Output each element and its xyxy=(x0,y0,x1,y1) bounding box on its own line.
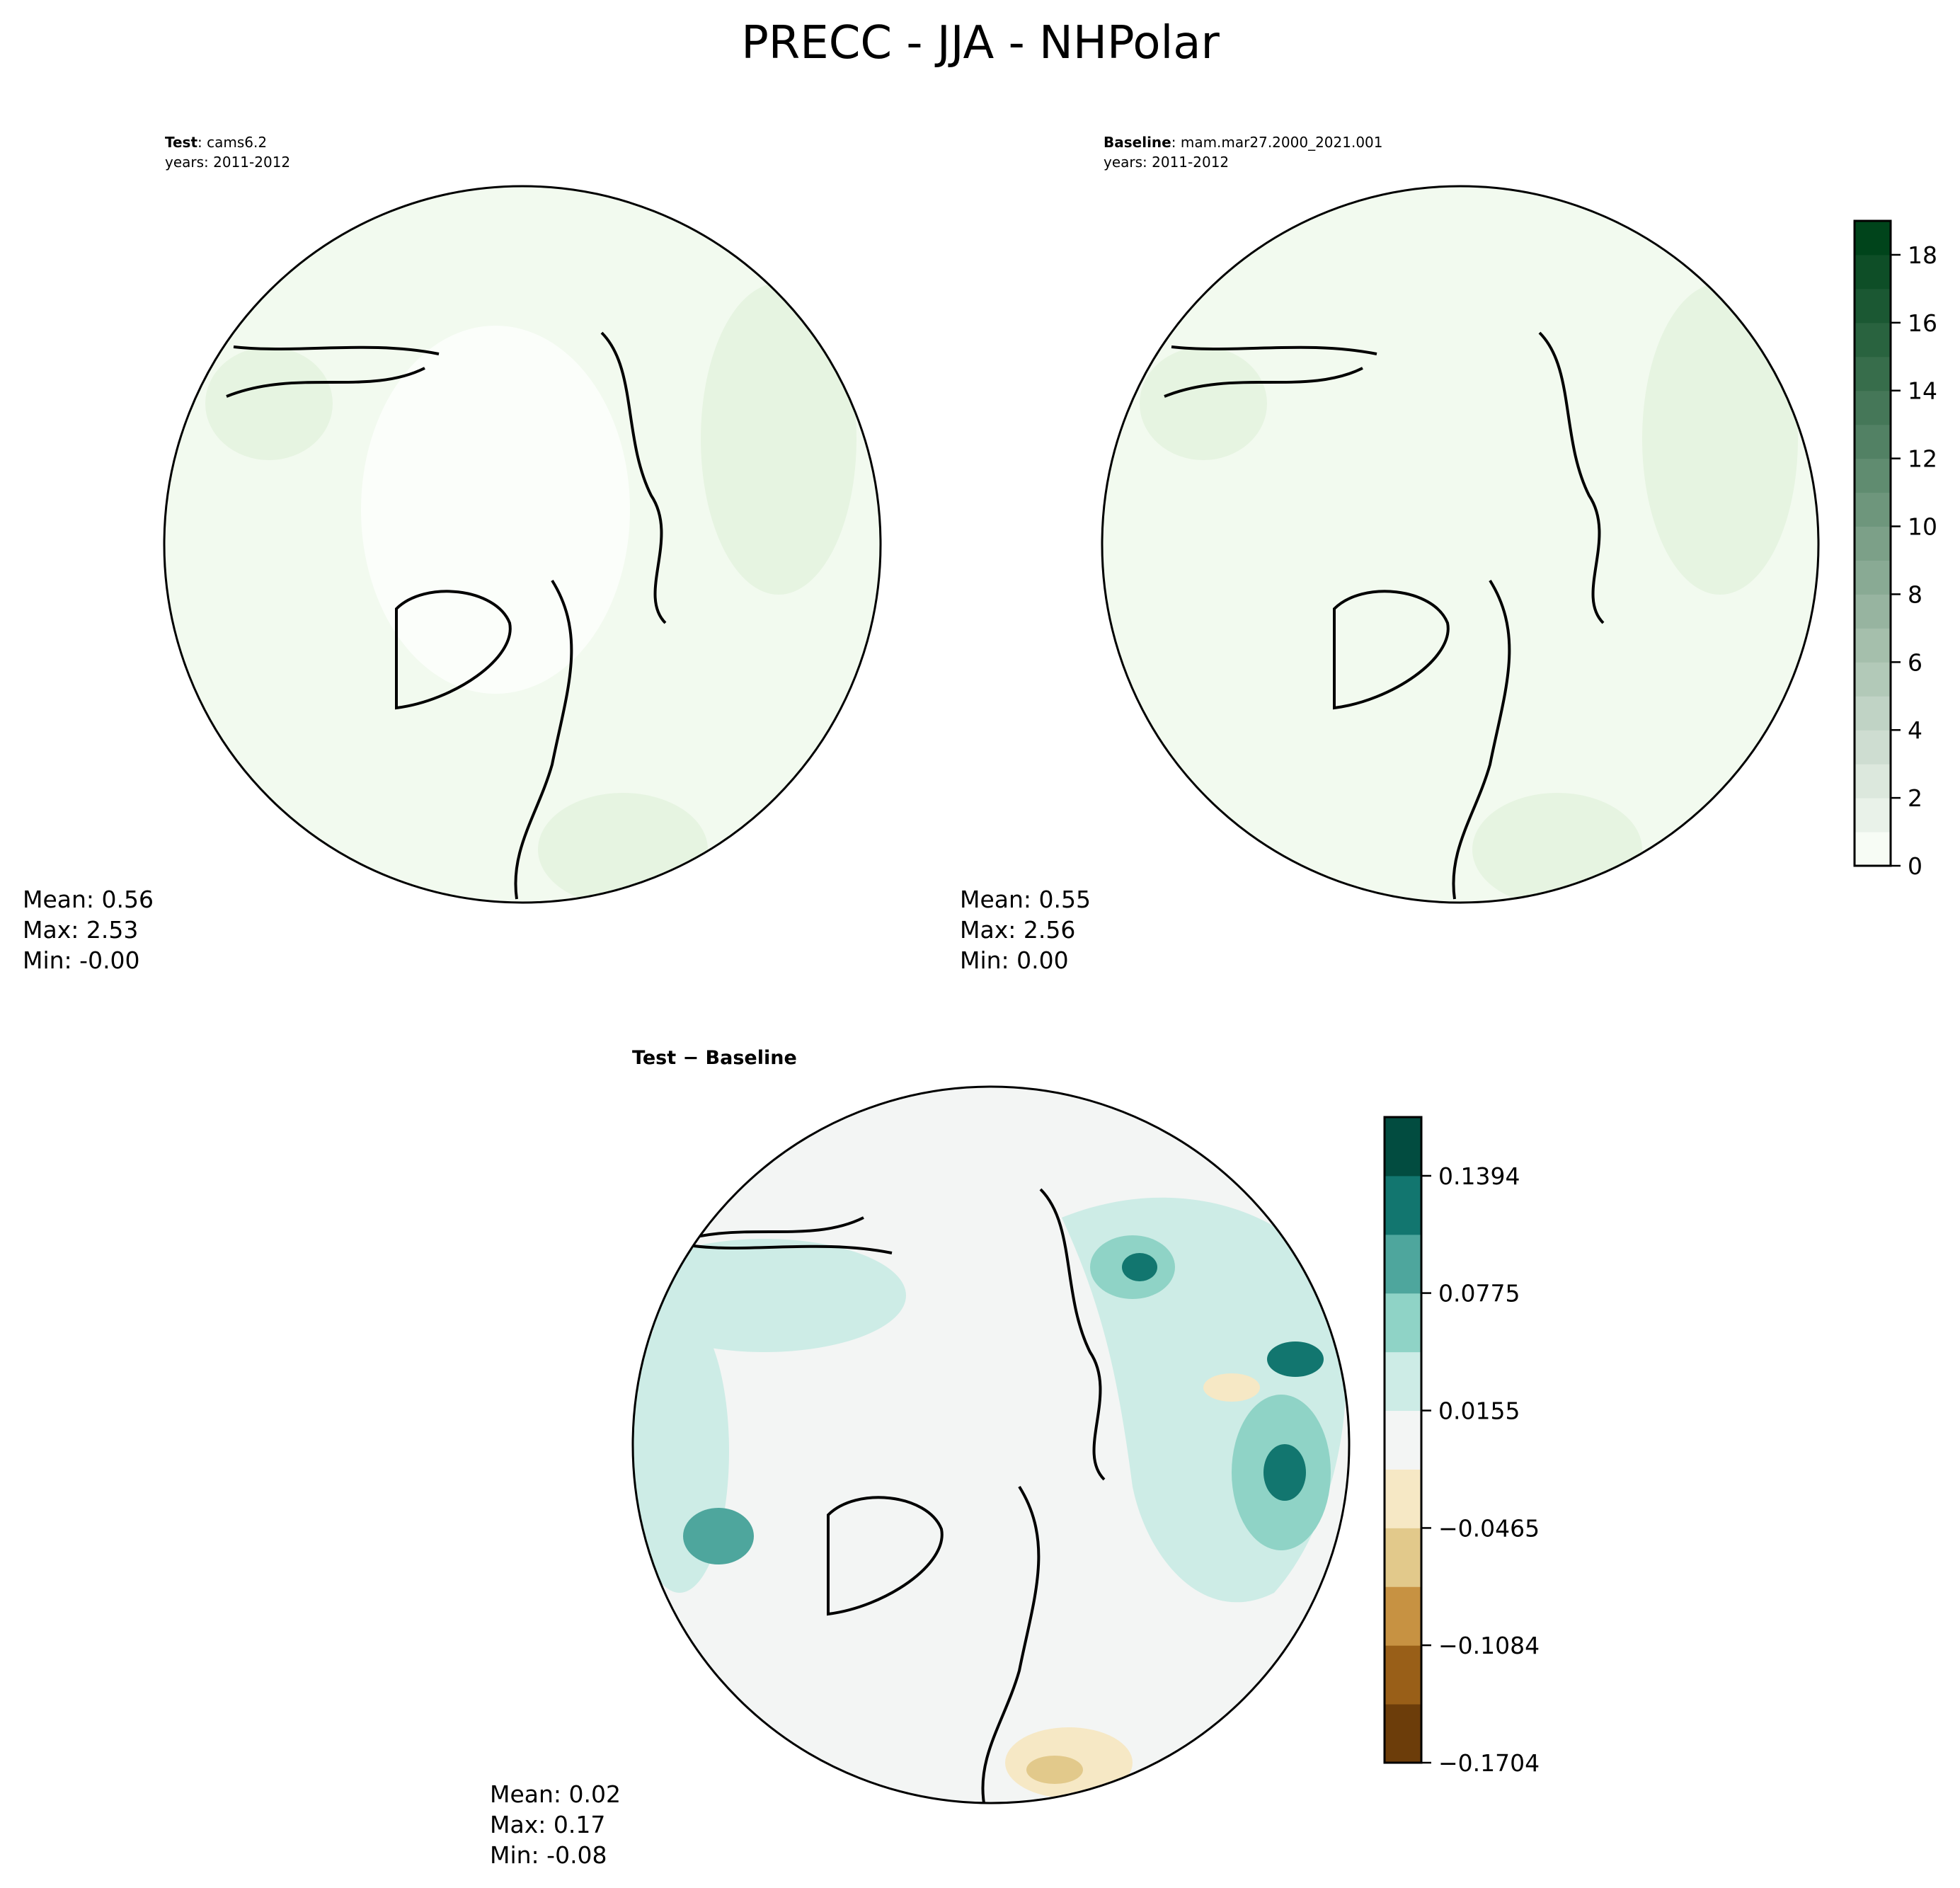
map-boundary xyxy=(631,1085,1351,1804)
colorbar-segment xyxy=(1855,560,1891,595)
colorbar-tick-label: 12 xyxy=(1908,445,1937,473)
colorbar-tick-label: 0.0155 xyxy=(1438,1397,1520,1425)
panel-baseline: Baseline: mam.mar27.2000_2021.001 years:… xyxy=(960,134,1820,974)
colorbar-tick-label: −0.0465 xyxy=(1438,1514,1540,1542)
stat-min: Min: -0.08 xyxy=(490,1841,607,1869)
colorbar-segment xyxy=(1855,526,1891,561)
map-boundary xyxy=(163,185,882,904)
colorbar-segment xyxy=(1385,1586,1421,1646)
panel-test-label: Test: cams6.2 xyxy=(165,134,267,151)
colorbar-tick-label: −0.1704 xyxy=(1438,1749,1540,1777)
colorbar-tick-label: −0.1084 xyxy=(1438,1632,1540,1659)
colorbar-frame xyxy=(1853,219,1892,867)
map-diff xyxy=(631,1085,1351,1804)
colorbar-frame xyxy=(1383,1116,1423,1764)
map-boundary xyxy=(1101,185,1820,904)
colorbar-segment xyxy=(1855,322,1891,357)
colorbar-segment xyxy=(1855,390,1891,425)
panel-baseline-years: years: 2011-2012 xyxy=(1104,154,1229,171)
colorbar-tick-label: 4 xyxy=(1908,716,1922,744)
stat-mean: Mean: 0.02 xyxy=(490,1780,621,1808)
colorbar-tick-label: 8 xyxy=(1908,580,1922,608)
colorbar-tick-label: 2 xyxy=(1908,784,1922,812)
colorbar-precc: 0 2 4 6 8 10 12 14 16 18 xyxy=(1853,219,1937,880)
stat-max: Max: 0.17 xyxy=(490,1811,605,1838)
colorbar-tick-label: 10 xyxy=(1908,513,1937,541)
colorbar-segment xyxy=(1385,1117,1421,1177)
colorbar-tick-label: 0.1394 xyxy=(1438,1162,1520,1190)
colorbar-segment xyxy=(1855,424,1891,459)
colorbar-segment xyxy=(1855,492,1891,527)
colorbar-segment xyxy=(1385,1351,1421,1412)
colorbar-segment xyxy=(1855,356,1891,391)
colorbar-segment xyxy=(1855,254,1891,290)
panel-baseline-label: Baseline: mam.mar27.2000_2021.001 xyxy=(1104,134,1383,151)
colorbar-segment xyxy=(1385,1528,1421,1587)
stat-mean: Mean: 0.56 xyxy=(23,886,154,913)
colorbar-segment xyxy=(1385,1175,1421,1235)
colorbar-segment xyxy=(1385,1293,1421,1353)
panel-test: Test: cams6.2 years: 2011-2012 Mean: 0.5… xyxy=(23,134,882,974)
panel-diff: Test − Baseline xyxy=(490,1047,1351,1869)
stat-mean: Mean: 0.55 xyxy=(960,886,1091,913)
colorbar-segment xyxy=(1385,1645,1421,1705)
colorbar-segment xyxy=(1385,1234,1421,1294)
stat-max: Max: 2.56 xyxy=(960,916,1075,944)
colorbar-segment xyxy=(1385,1410,1421,1470)
panel-diff-stats: Mean: 0.02 Max: 0.17 Min: -0.08 xyxy=(490,1780,621,1869)
colorbar-segment xyxy=(1855,628,1891,663)
colorbar-segment xyxy=(1855,764,1891,799)
colorbar-diff: 0.1394 0.0775 0.0155 −0.0465 −0.1084 −0.1704 xyxy=(1383,1116,1540,1777)
colorbar-tick-label: 14 xyxy=(1908,377,1937,405)
colorbar-segment xyxy=(1855,288,1891,324)
panel-diff-label: Test − Baseline xyxy=(632,1047,797,1069)
colorbar-segment xyxy=(1855,696,1891,731)
colorbar-segment xyxy=(1385,1469,1421,1528)
colorbar-segment xyxy=(1855,594,1891,629)
colorbar-tick-label: 0 xyxy=(1908,852,1922,880)
figure-title: PRECC - JJA - NHPolar xyxy=(741,17,1220,69)
colorbar-segment xyxy=(1385,1704,1421,1763)
colorbar-segment xyxy=(1855,662,1891,697)
colorbar-tick-label: 18 xyxy=(1908,241,1937,269)
panel-baseline-stats: Mean: 0.55 Max: 2.56 Min: 0.00 xyxy=(960,886,1091,974)
colorbar-segment xyxy=(1855,221,1891,256)
colorbar-segment xyxy=(1855,798,1891,833)
colorbar-segment xyxy=(1855,832,1891,866)
colorbar-tick-label: 0.0775 xyxy=(1438,1280,1520,1308)
colorbar-segment xyxy=(1855,730,1891,765)
colorbar-segment xyxy=(1855,458,1891,493)
stat-max: Max: 2.53 xyxy=(23,916,138,944)
panel-test-years: years: 2011-2012 xyxy=(165,154,290,171)
panel-test-stats: Mean: 0.56 Max: 2.53 Min: -0.00 xyxy=(23,886,154,974)
colorbar-tick-label: 16 xyxy=(1908,309,1937,337)
stat-min: Min: -0.00 xyxy=(23,946,140,974)
stat-min: Min: 0.00 xyxy=(960,946,1069,974)
map-test xyxy=(163,185,882,904)
map-baseline xyxy=(1101,185,1820,904)
colorbar-tick-label: 6 xyxy=(1908,648,1922,676)
